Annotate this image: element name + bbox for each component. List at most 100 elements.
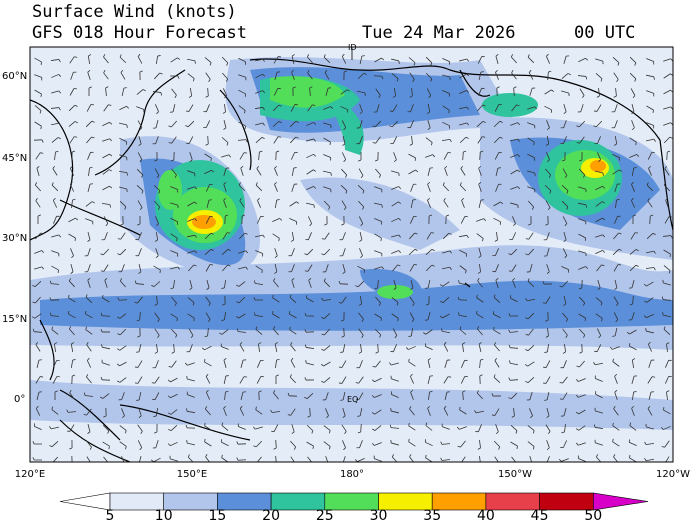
barb bbox=[562, 376, 568, 384]
barb bbox=[272, 233, 280, 239]
barb-flag bbox=[466, 73, 470, 77]
barb bbox=[85, 329, 93, 335]
barb-flag bbox=[463, 150, 467, 153]
barb-flag bbox=[596, 454, 599, 458]
barb-flag bbox=[583, 334, 586, 338]
barb-flag bbox=[210, 232, 214, 235]
barb bbox=[205, 312, 211, 320]
barb bbox=[666, 391, 668, 401]
barb bbox=[563, 232, 567, 240]
barb-flag bbox=[72, 198, 76, 201]
barb-flag bbox=[477, 278, 480, 282]
barb-flag bbox=[49, 297, 52, 301]
barb-flag bbox=[575, 379, 579, 382]
barb-flag bbox=[108, 104, 112, 106]
barb-flag bbox=[69, 326, 72, 330]
barb bbox=[102, 393, 110, 399]
barb bbox=[613, 264, 619, 272]
barb-flag bbox=[546, 415, 550, 418]
barb-flag bbox=[174, 94, 177, 98]
barb bbox=[527, 281, 535, 287]
barb-flag bbox=[602, 250, 606, 253]
barb-flag bbox=[71, 255, 74, 259]
barb-flag bbox=[496, 86, 500, 89]
barb-flag bbox=[482, 120, 486, 124]
barb bbox=[137, 200, 143, 208]
barb bbox=[137, 120, 143, 128]
barb bbox=[223, 279, 227, 289]
barb bbox=[86, 376, 92, 384]
barb-flag bbox=[278, 121, 282, 124]
colorbar-triangle bbox=[592, 492, 649, 511]
barb-flag bbox=[72, 150, 76, 153]
barb bbox=[103, 56, 109, 64]
barb-flag bbox=[57, 137, 61, 140]
barb bbox=[289, 296, 297, 304]
barb bbox=[103, 104, 109, 112]
colorbar-label: 35 bbox=[423, 508, 441, 524]
barb bbox=[205, 264, 211, 272]
barb-flag bbox=[669, 136, 673, 139]
barb bbox=[425, 249, 433, 255]
barb-flag bbox=[204, 438, 206, 442]
barb-flag bbox=[262, 73, 266, 77]
barb bbox=[442, 121, 450, 127]
barb bbox=[663, 122, 671, 126]
barb bbox=[239, 344, 245, 352]
barb-flag bbox=[575, 411, 579, 415]
barb bbox=[204, 361, 212, 367]
barb-flag bbox=[243, 110, 246, 114]
barb-flag bbox=[564, 223, 568, 227]
barb-flag bbox=[500, 201, 504, 205]
barb-flag bbox=[262, 122, 265, 126]
barb-flag bbox=[398, 201, 402, 204]
barb-flag bbox=[482, 136, 486, 138]
barb bbox=[647, 200, 653, 208]
barb-flag bbox=[578, 159, 583, 162]
barb-flag bbox=[83, 392, 86, 396]
barb-flag bbox=[585, 57, 589, 61]
barb-flag bbox=[253, 426, 256, 430]
barb bbox=[68, 313, 76, 319]
barb bbox=[85, 120, 93, 128]
barb-flag bbox=[631, 181, 634, 185]
barb-flag bbox=[670, 235, 673, 239]
barb bbox=[442, 90, 450, 94]
barb-flag bbox=[58, 107, 61, 111]
barb bbox=[50, 315, 60, 317]
barb-flag bbox=[255, 406, 257, 410]
barb bbox=[323, 280, 331, 288]
barb-flag bbox=[117, 380, 121, 383]
barb bbox=[646, 250, 654, 254]
barb bbox=[495, 424, 499, 432]
barb bbox=[221, 346, 229, 350]
barb-flag bbox=[87, 357, 90, 361]
barb bbox=[34, 426, 42, 430]
barb-flag bbox=[670, 122, 673, 126]
barb bbox=[170, 393, 178, 399]
barb bbox=[171, 168, 177, 176]
barb bbox=[290, 360, 296, 368]
barb bbox=[35, 376, 41, 384]
barb bbox=[155, 248, 159, 256]
barb bbox=[546, 456, 550, 462]
barb-flag bbox=[245, 266, 248, 270]
barb-flag bbox=[593, 424, 596, 428]
barb-flag bbox=[159, 72, 163, 75]
barb-flag bbox=[549, 190, 552, 194]
barb bbox=[255, 409, 263, 415]
barb bbox=[119, 186, 127, 190]
barb-flag bbox=[380, 237, 382, 242]
barb bbox=[35, 184, 41, 192]
barb-flag bbox=[411, 319, 415, 323]
barb-flag bbox=[612, 358, 614, 362]
barb bbox=[119, 313, 127, 319]
barb-flag bbox=[515, 430, 518, 434]
barb-flag bbox=[666, 342, 670, 345]
barb bbox=[377, 343, 379, 353]
barb-flag bbox=[474, 410, 477, 414]
barb-flag bbox=[278, 104, 282, 107]
barb bbox=[308, 280, 312, 288]
barb bbox=[509, 347, 519, 349]
